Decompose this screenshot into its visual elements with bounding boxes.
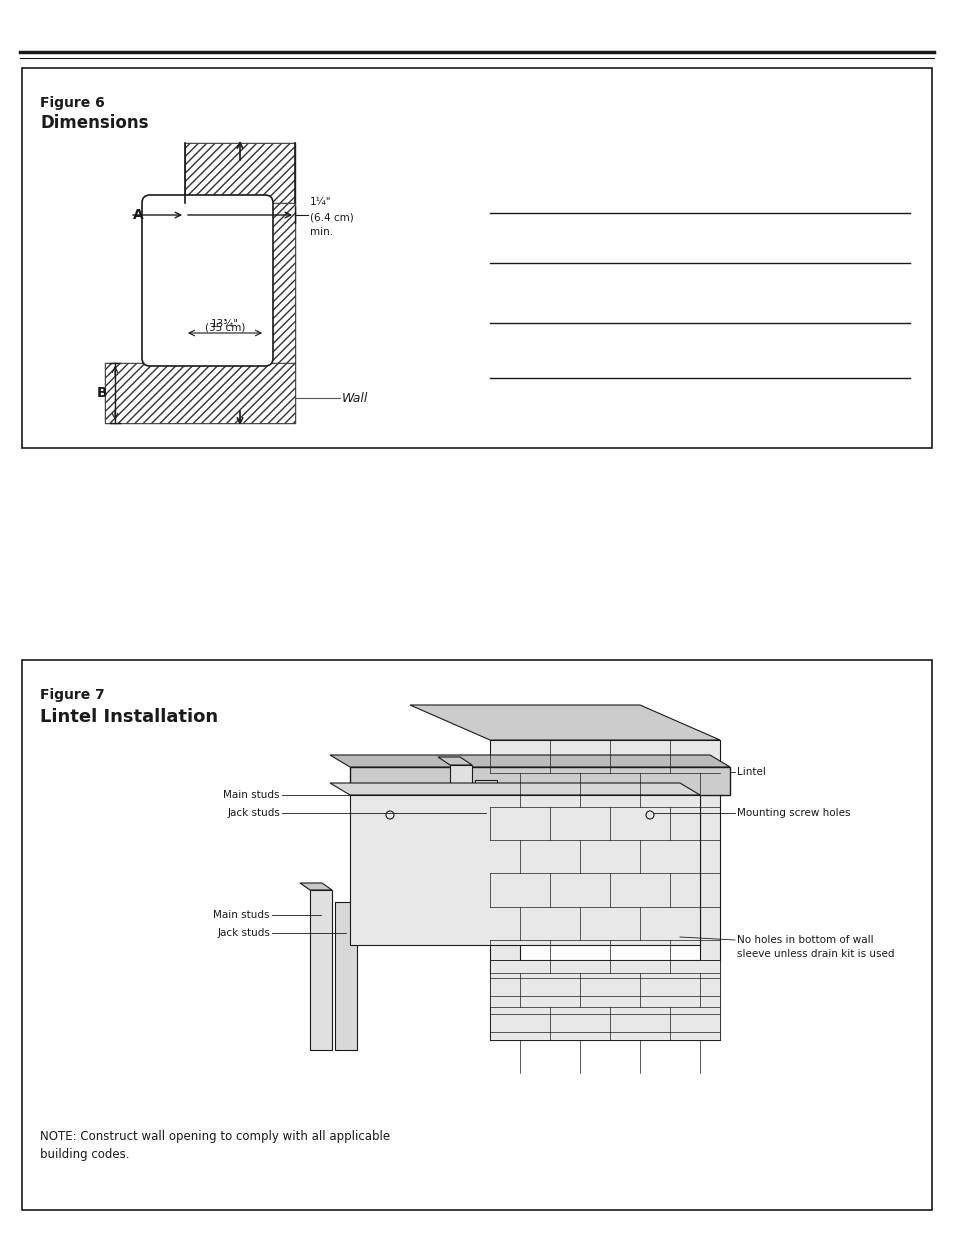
Text: Figure 6: Figure 6 xyxy=(40,96,105,110)
Text: Wall: Wall xyxy=(341,391,368,405)
Bar xyxy=(22,68,931,448)
Polygon shape xyxy=(310,890,332,1050)
FancyBboxPatch shape xyxy=(142,195,273,366)
Polygon shape xyxy=(330,755,729,767)
Bar xyxy=(265,203,294,363)
Text: Jack studs: Jack studs xyxy=(217,927,270,939)
Polygon shape xyxy=(410,705,720,740)
Bar xyxy=(265,203,294,363)
Bar xyxy=(105,363,294,424)
Text: 1¼": 1¼" xyxy=(310,198,331,207)
Text: No holes in bottom of wall: No holes in bottom of wall xyxy=(737,935,873,945)
Text: Dimensions: Dimensions xyxy=(40,114,149,132)
Text: B: B xyxy=(96,387,107,400)
Polygon shape xyxy=(519,785,700,960)
Polygon shape xyxy=(437,757,472,764)
Polygon shape xyxy=(299,883,332,890)
Text: NOTE: Construct wall opening to comply with all applicable
building codes.: NOTE: Construct wall opening to comply w… xyxy=(40,1130,390,1161)
Polygon shape xyxy=(335,902,356,1050)
Polygon shape xyxy=(490,740,720,1040)
Text: Main studs: Main studs xyxy=(213,910,270,920)
Text: 13¾": 13¾" xyxy=(211,319,239,329)
Text: Figure 7: Figure 7 xyxy=(40,688,105,701)
Text: Jack studs: Jack studs xyxy=(227,808,280,818)
Bar xyxy=(185,143,294,203)
Bar xyxy=(105,363,294,424)
Polygon shape xyxy=(330,783,700,795)
Text: Lintel: Lintel xyxy=(737,767,765,777)
Text: (6.4 cm): (6.4 cm) xyxy=(310,212,354,224)
Text: (35 cm): (35 cm) xyxy=(205,324,245,333)
Text: Main studs: Main studs xyxy=(223,790,280,800)
Bar xyxy=(185,143,294,203)
Bar xyxy=(22,659,931,1210)
Text: Lintel Installation: Lintel Installation xyxy=(40,708,218,726)
Text: sleeve unless drain kit is used: sleeve unless drain kit is used xyxy=(737,948,894,960)
Polygon shape xyxy=(490,960,720,1040)
Polygon shape xyxy=(450,764,472,885)
Polygon shape xyxy=(350,767,729,795)
Text: Mounting screw holes: Mounting screw holes xyxy=(737,808,850,818)
Text: min.: min. xyxy=(310,227,333,237)
Polygon shape xyxy=(350,795,700,945)
Text: A: A xyxy=(132,207,144,222)
Polygon shape xyxy=(475,781,497,885)
